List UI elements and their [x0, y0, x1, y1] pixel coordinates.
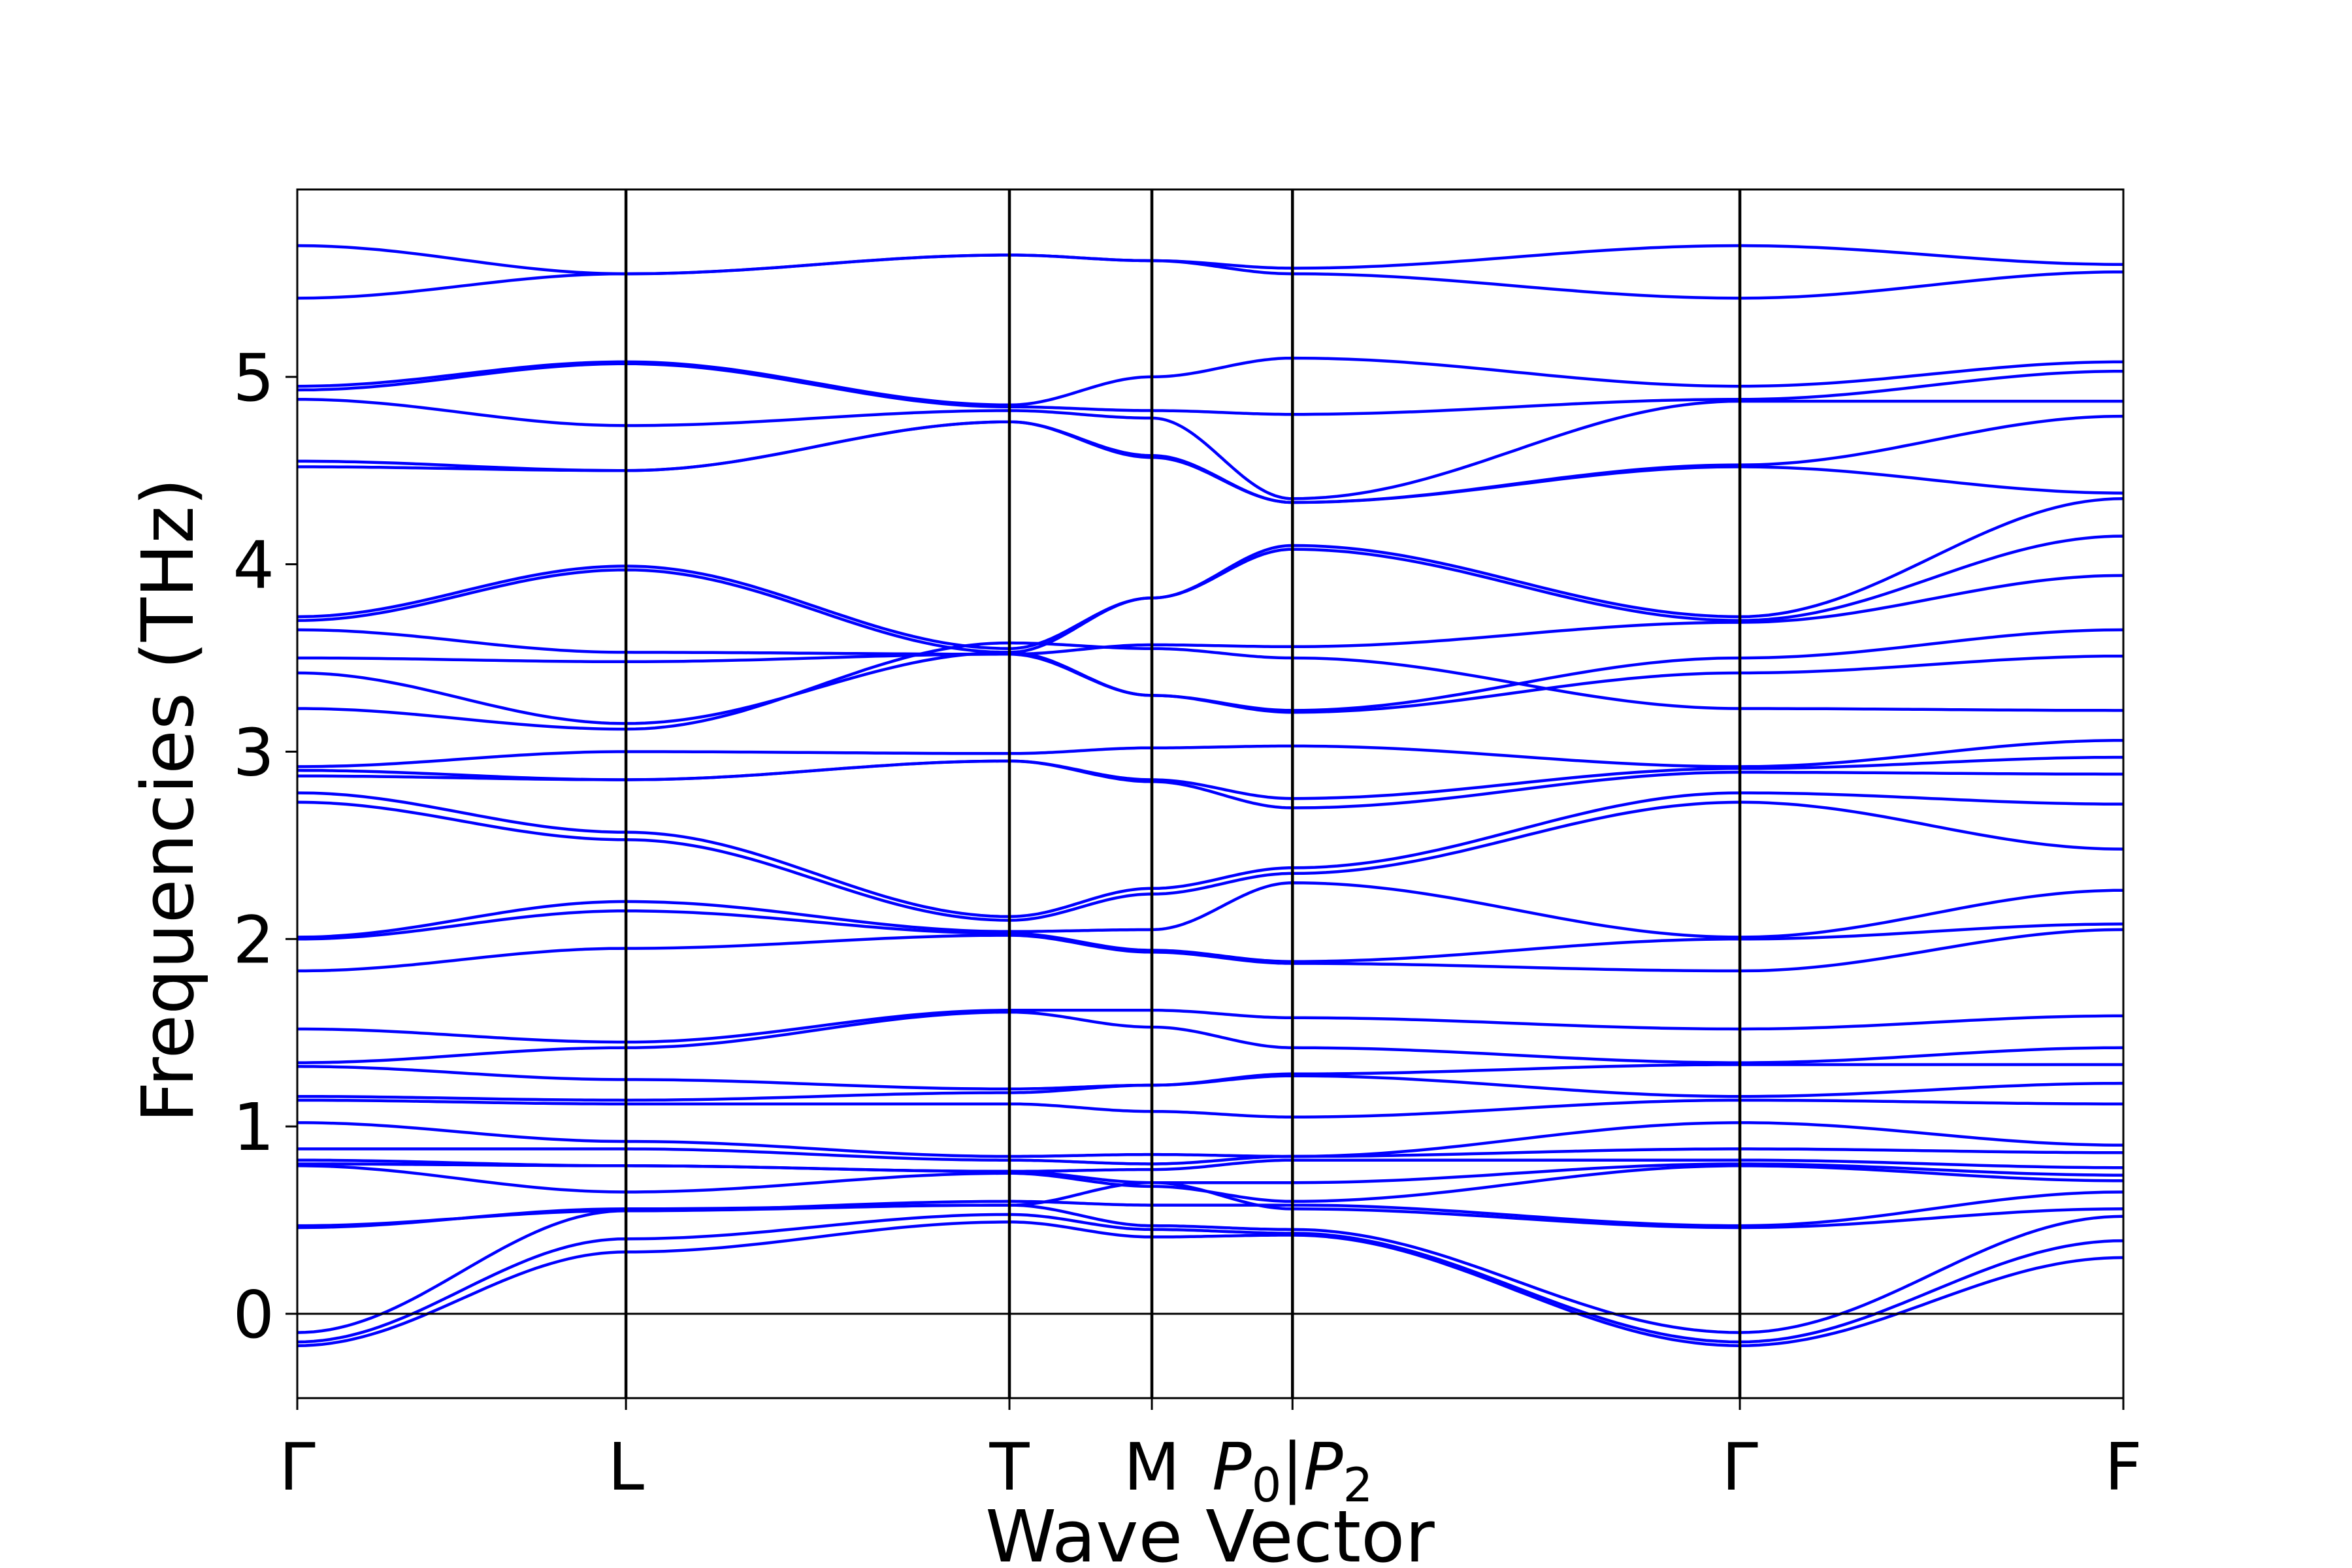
plot-frame: [296, 188, 2125, 1399]
x-axis-label: Wave Vector: [985, 1495, 1435, 1568]
x-tick-label: M: [1124, 1429, 1180, 1505]
x-tick-label: P0|P2: [1212, 1429, 1373, 1512]
axes-frame: [296, 188, 2125, 1399]
y-axis-label: Frequencies (THz): [126, 478, 210, 1122]
y-axis-ticks: 0 1 2 3 4 5: [233, 340, 297, 1353]
x-tick-label: F: [2104, 1429, 2142, 1505]
y-tick-label: 1: [233, 1089, 274, 1166]
x-tick-label: Γ: [279, 1429, 316, 1505]
x-tick-label: Γ: [1722, 1429, 1758, 1505]
x-tick-label: L: [608, 1429, 644, 1505]
y-tick-label: 3: [233, 714, 274, 791]
y-tick-label: 4: [233, 527, 274, 604]
x-tick-label: T: [989, 1429, 1030, 1505]
x-axis-ticks: Γ L T M P0|P2 Γ F: [279, 1398, 2142, 1512]
y-tick-label: 2: [233, 902, 274, 978]
high-symmetry-lines: [297, 189, 2123, 1398]
y-tick-label: 0: [233, 1277, 274, 1353]
y-tick-label: 5: [233, 340, 274, 416]
